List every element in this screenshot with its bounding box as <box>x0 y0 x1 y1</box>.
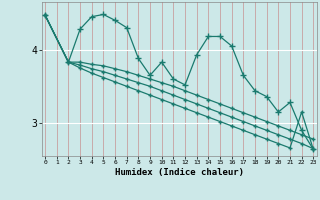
X-axis label: Humidex (Indice chaleur): Humidex (Indice chaleur) <box>115 168 244 177</box>
